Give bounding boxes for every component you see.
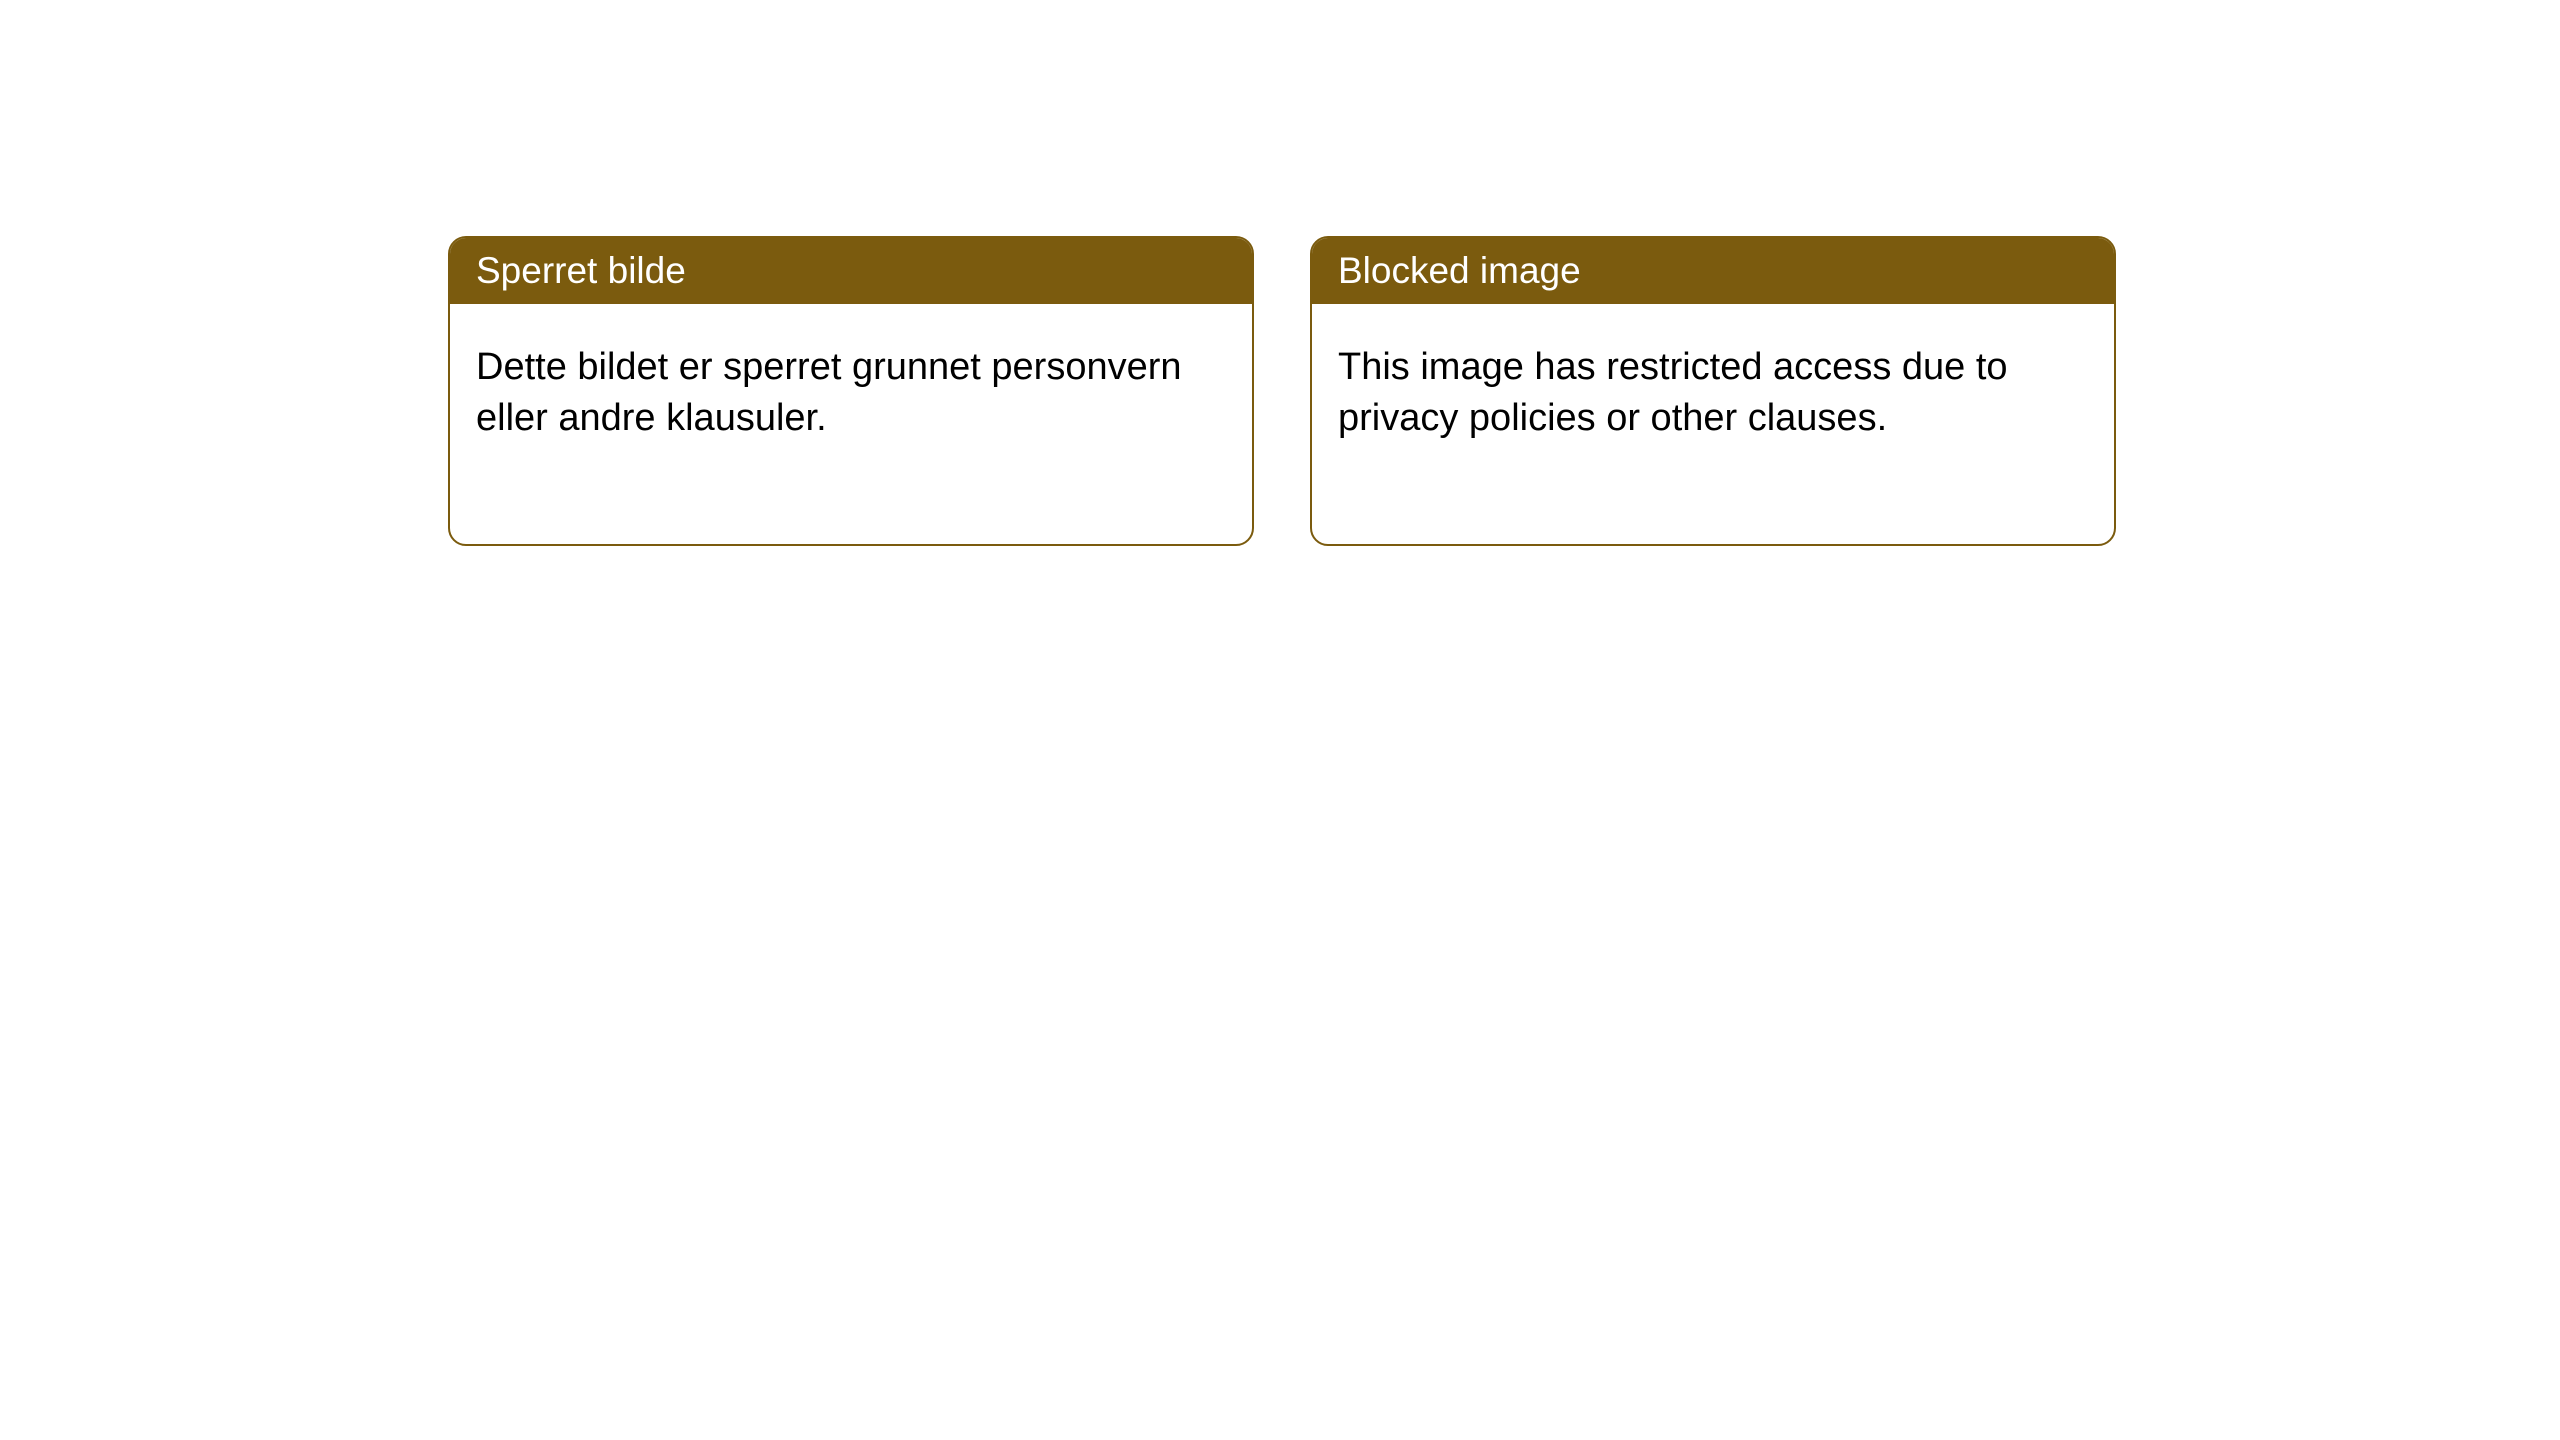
card-body-text: This image has restricted access due to … <box>1338 346 2008 439</box>
card-title: Sperret bilde <box>476 250 686 291</box>
card-body: This image has restricted access due to … <box>1312 304 2114 544</box>
card-body: Dette bildet er sperret grunnet personve… <box>450 304 1252 544</box>
card-body-text: Dette bildet er sperret grunnet personve… <box>476 346 1182 439</box>
notice-card-norwegian: Sperret bilde Dette bildet er sperret gr… <box>448 236 1254 546</box>
card-header: Sperret bilde <box>450 238 1252 304</box>
card-title: Blocked image <box>1338 250 1581 291</box>
notice-card-english: Blocked image This image has restricted … <box>1310 236 2116 546</box>
notice-container: Sperret bilde Dette bildet er sperret gr… <box>448 236 2116 546</box>
card-header: Blocked image <box>1312 238 2114 304</box>
